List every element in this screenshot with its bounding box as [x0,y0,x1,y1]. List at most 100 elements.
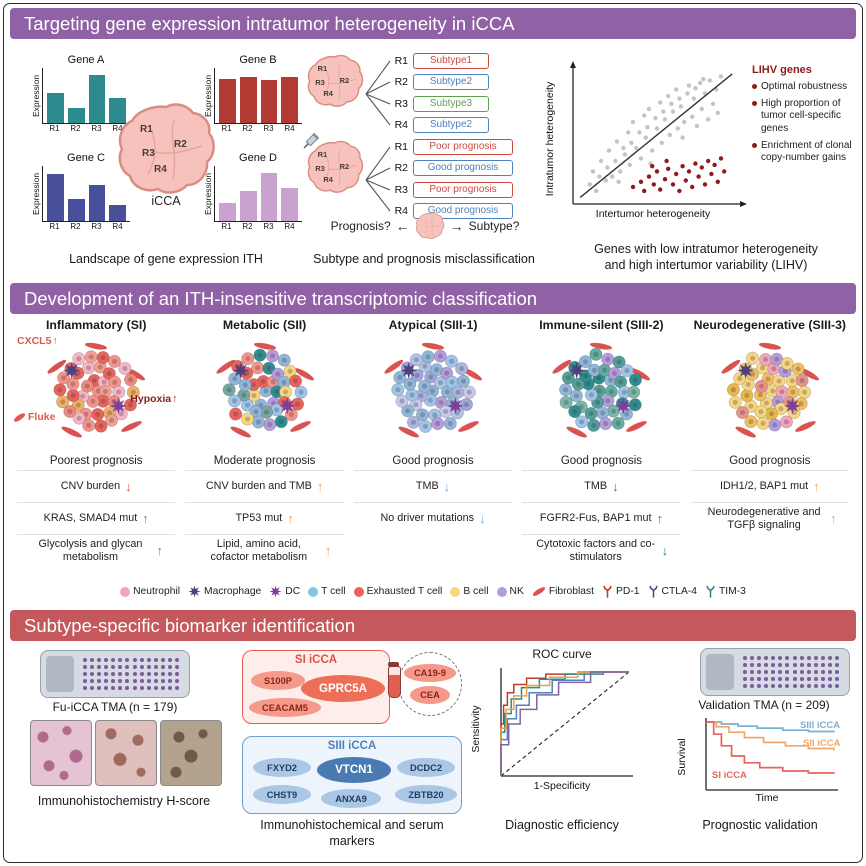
gene-dot [645,125,650,130]
cell [779,415,793,429]
t-cell-icon [308,586,319,597]
left-arrow-icon: ← [395,217,410,234]
tma-core-grid [81,657,181,691]
roc-curve-plot [500,668,633,777]
gene-d-bar-chart: Gene D Expression R1 R2 R3 R4 [202,152,302,231]
tma-core [103,671,108,676]
tma-core [821,676,826,681]
cell [455,362,469,376]
tma-core [103,665,108,670]
cell-nucleus [75,370,81,376]
tma-core [161,665,166,670]
subtype-cluster [185,335,343,449]
tma-core [132,671,137,676]
blood-tube-icon [387,662,401,698]
gene-dot [646,106,652,112]
bullet-dot-icon [752,142,757,148]
legend-item: Fibroblast [531,586,594,597]
neutrophil-icon [120,586,131,597]
gene-dot [718,74,724,79]
cell-nucleus [609,389,615,395]
x-tick: R4 [284,222,295,231]
region-label: R4 [394,119,408,132]
section3-header: Subtype-specific biomarker identificatio… [10,610,856,641]
lihv-gene-dot [722,169,727,174]
bar [260,172,278,221]
trend-line [579,73,733,198]
gene-dot [616,179,621,184]
annotation-text: CXCL5 [17,335,52,347]
gene-dot [654,126,660,131]
tma-core [778,676,783,681]
cell-nucleus [459,366,465,372]
cell-nucleus [242,382,248,388]
fibroblast-shape [799,368,819,381]
survival-plot [705,718,838,791]
tma-core [153,665,158,670]
tma-core [828,683,833,688]
bullet-dot-icon [752,84,757,89]
section1-title: Targeting gene expression intratumor het… [24,13,515,34]
cell-nucleus [287,368,293,374]
cell-nucleus [771,366,777,372]
fibroblast-shape [384,359,404,374]
markers-caption-line2: markers [329,833,375,848]
lihv-gene-dot [662,177,668,182]
feature-row: TP53 mut ↑ [185,502,344,534]
fu-icca-tma-slide [40,650,190,698]
cell [288,374,302,388]
cell-nucleus [427,397,433,403]
cell-nucleus [76,415,82,421]
bar [239,190,257,221]
subtype-title: Metabolic (SII) [222,318,307,332]
bar-plot [214,166,302,222]
cell [124,398,138,412]
legend-label: Neutrophil [133,586,181,597]
feature-text: TMB [584,480,608,493]
tma-core [835,669,840,674]
tma-core [89,665,94,670]
cell-nucleus [789,378,795,384]
icca-tumor-illustration: R1 R2 R3 R4 iCCA [116,102,216,208]
tma-core [153,678,158,683]
gene-dot [638,156,644,161]
x-tick: R1 [49,124,60,133]
tma-core [118,665,123,670]
legend-label: CTLA-4 [661,586,697,597]
cell-nucleus [600,410,606,416]
legend-item: DC [269,585,300,598]
nk-icon [496,586,507,597]
cell [56,395,70,409]
feature-arrow-icon: ↑ [156,543,163,559]
tma-core [792,676,797,681]
region-label: R2 [174,138,187,150]
cell-nucleus [100,355,106,361]
cell-nucleus [435,421,441,427]
tma-core [742,669,747,674]
tma-core [756,656,761,661]
tim-3-icon [706,585,715,598]
tma-core [168,658,173,663]
annotation-arrow-icon: ↑ [172,393,178,405]
tumor-sample-subtypes: R1 R2 R3 R4 [306,54,364,107]
feature-arrow-icon: ↑ [656,511,663,526]
subtype-column: Atypical (SIII-1) Good prognosis TMB ↓ No dr… [349,318,517,580]
mapping-row: R4 Subtype2 [392,115,489,137]
tma-core [175,671,180,676]
cell-nucleus [76,356,82,362]
bar [109,204,126,221]
tma-core [89,685,94,690]
cell-nucleus [748,419,754,425]
region-label: R2 [394,162,408,175]
gene-dot [715,110,720,116]
tma-core [139,658,144,663]
cell-nucleus [801,389,807,395]
gene-dot [699,106,704,112]
tma-core [763,669,768,674]
bar [47,174,64,221]
cell [584,407,599,421]
cell-nucleus [758,383,764,389]
cell [728,395,742,409]
tma-core [799,663,804,668]
cell-nucleus [583,373,589,379]
